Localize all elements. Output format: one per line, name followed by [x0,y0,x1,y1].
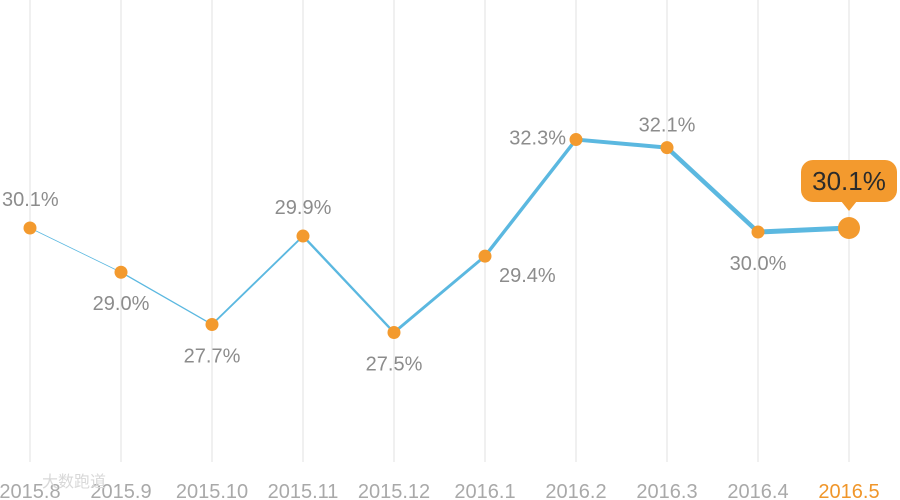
data-point-2015.11 [296,229,310,243]
line-segment-4 [301,234,396,334]
x-tick-2016.1: 2016.1 [454,481,515,500]
callout-pointer [841,201,857,211]
data-point-2015.12 [387,326,401,340]
x-tick-2015.8: 2015.8 [0,481,61,500]
x-tick-2016.4: 2016.4 [727,481,788,500]
line-segment-6 [483,137,578,258]
line-segment-1 [29,227,122,273]
x-tick-2016.5: 2016.5 [818,481,879,500]
data-point-2015.9 [114,265,128,279]
data-label-2016.4: 30.0% [730,253,787,275]
watermark-text: 大数跑道 [42,473,106,491]
data-label-2016.2: 32.3% [509,128,566,150]
data-point-2016.5 [838,217,860,239]
x-tick-2015.9: 2015.9 [90,481,151,500]
data-label-2016.3: 32.1% [639,115,696,137]
vertical-gridlines [29,0,850,462]
data-markers [23,133,860,340]
callout-box [801,160,897,202]
line-segment-7 [574,137,669,150]
line-segment-5 [392,254,487,334]
x-tick-2015.12: 2015.12 [358,481,430,500]
data-label-2016.5: 30.1% [812,166,886,196]
data-labels: 30.1% 29.0% 27.7% 29.9% 27.5% 29.4% 32.3% 32.1%… [2,115,897,376]
x-tick-2015.11: 2015.11 [268,481,339,500]
highlight-callout: 30.1% [801,160,897,211]
line-segment-9 [755,225,852,235]
data-point-2016.3 [660,141,674,155]
data-label-2015.10: 27.7% [184,345,241,367]
line-segment-8 [664,145,761,235]
data-label-2016.1: 29.4% [499,265,556,287]
data-point-2015.8 [23,221,37,235]
series-line [29,137,852,334]
data-label-2015.11: 29.9% [275,197,332,219]
x-tick-2015.10: 2015.10 [176,481,248,500]
line-segment-3 [211,235,304,326]
data-label-2015.8: 30.1% [2,189,59,211]
data-label-2015.12: 27.5% [366,354,423,376]
data-point-2016.4 [751,225,765,239]
x-tick-2016.3: 2016.3 [636,481,697,500]
data-point-2016.2 [569,133,583,147]
data-point-2015.10 [205,317,219,331]
x-axis-tick-labels: 2015.8 2015.9 2015.10 2015.11 2015.12 2016.1 2… [0,481,880,500]
x-tick-2016.2: 2016.2 [545,481,606,500]
line-segment-2 [120,271,213,326]
data-label-2015.9: 29.0% [93,293,150,315]
data-point-2016.1 [478,249,492,263]
